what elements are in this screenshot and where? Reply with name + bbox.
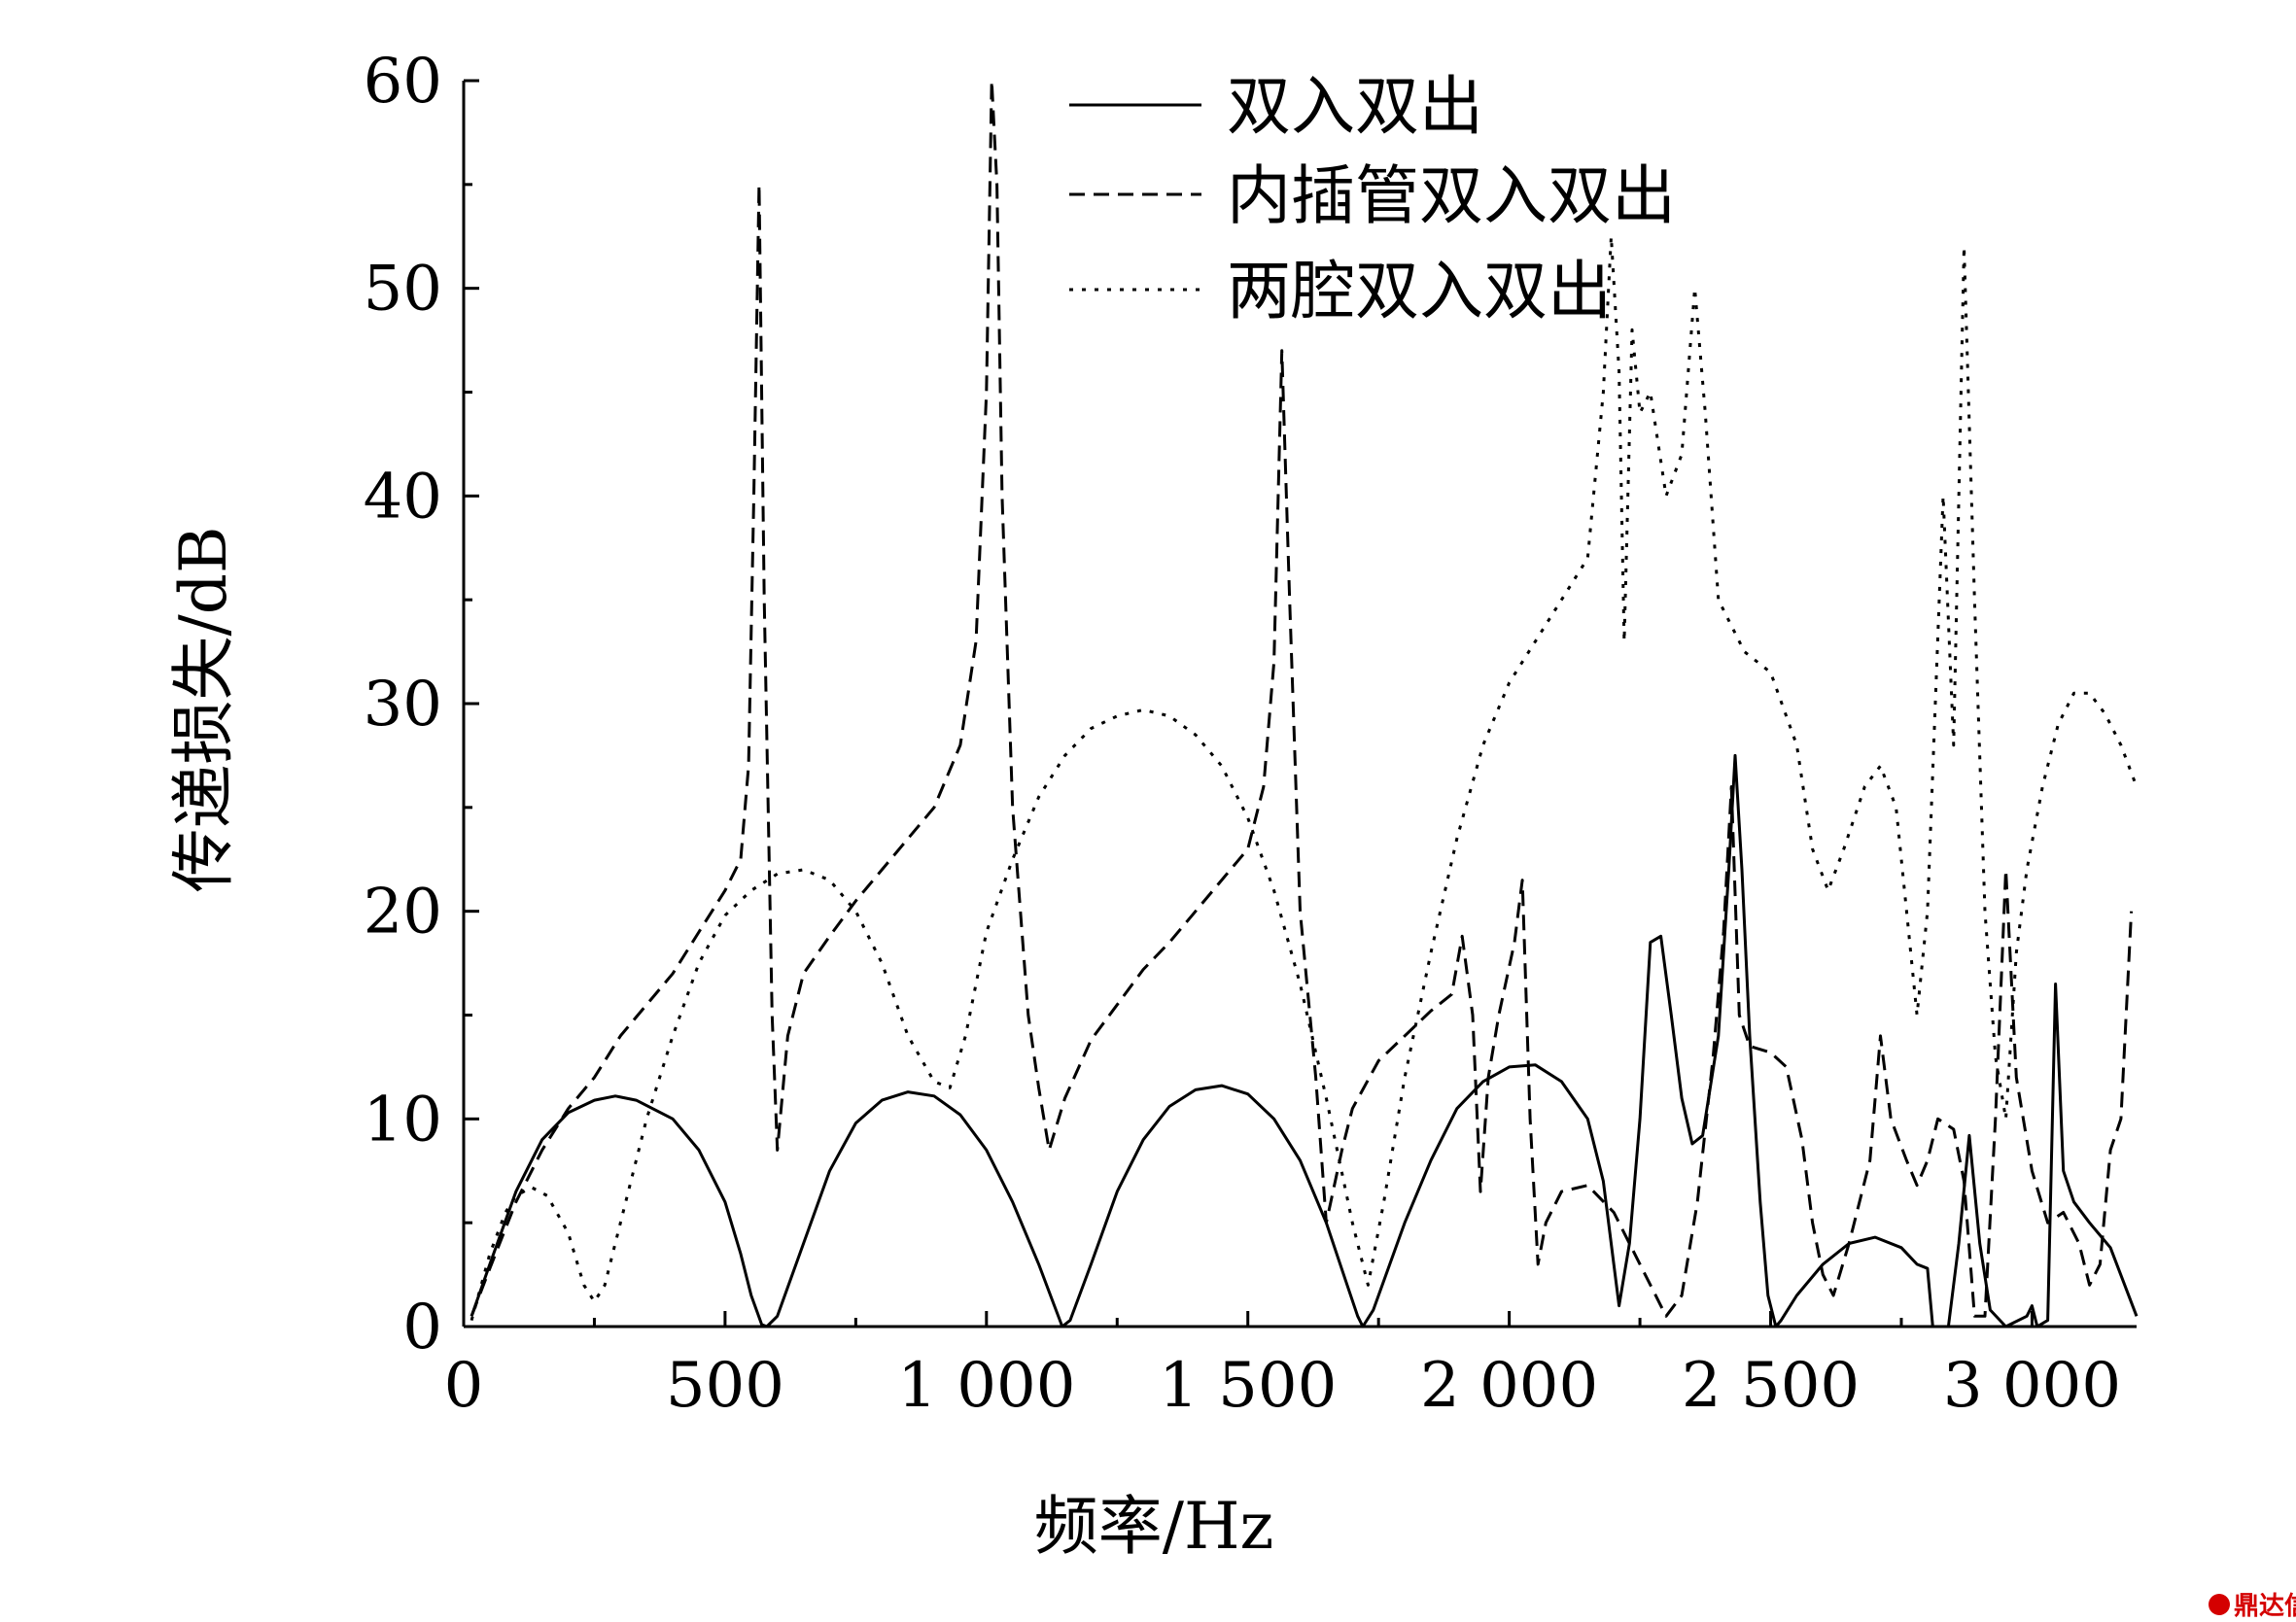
x-tick-label: 0 bbox=[444, 1350, 484, 1422]
watermark-text: 鼎达信 bbox=[2234, 1592, 2296, 1621]
x-tick-label: 3 000 bbox=[1943, 1350, 2121, 1422]
y-tick-label: 50 bbox=[364, 254, 442, 326]
legend-item-0: 双入双出 bbox=[1069, 69, 1483, 144]
x-tick-label: 500 bbox=[666, 1350, 784, 1422]
x-axis-title: 频率/Hz bbox=[1034, 1489, 1274, 1564]
watermark-icon bbox=[2209, 1594, 2230, 1615]
series-line-0 bbox=[470, 753, 2139, 1329]
legend-label-1: 内插管双入双出 bbox=[1227, 158, 1676, 233]
y-tick-label: 0 bbox=[402, 1292, 442, 1363]
watermark-logo: 鼎达信 bbox=[2209, 1592, 2296, 1621]
y-tick-label: 40 bbox=[364, 461, 442, 533]
legend-label-0: 双入双出 bbox=[1227, 69, 1483, 144]
legend: 双入双出 内插管双入双出 两腔双入双出 bbox=[1069, 69, 1676, 328]
legend-item-2: 两腔双入双出 bbox=[1069, 254, 1612, 328]
legend-label-2: 两腔双入双出 bbox=[1227, 254, 1612, 328]
series-line-1 bbox=[470, 79, 2134, 1318]
y-axis-ticks: 0 10 20 30 40 50 60 bbox=[364, 46, 479, 1363]
y-tick-label: 20 bbox=[364, 877, 442, 949]
series-lines bbox=[470, 79, 2139, 1329]
x-tick-label: 2 500 bbox=[1682, 1350, 1860, 1422]
y-tick-label: 30 bbox=[364, 669, 442, 741]
y-axis-title: 传递损失/dB bbox=[166, 527, 241, 893]
x-tick-label: 1 000 bbox=[897, 1350, 1075, 1422]
x-tick-label: 2 000 bbox=[1420, 1350, 1598, 1422]
legend-item-1: 内插管双入双出 bbox=[1069, 158, 1676, 233]
y-tick-label: 60 bbox=[364, 46, 442, 118]
x-tick-label: 1 500 bbox=[1159, 1350, 1337, 1422]
y-tick-label: 10 bbox=[364, 1084, 442, 1156]
series-line-2 bbox=[470, 234, 2139, 1321]
x-axis-ticks: 0 500 1 000 1 500 2 000 2 500 3 000 bbox=[444, 1311, 2121, 1422]
